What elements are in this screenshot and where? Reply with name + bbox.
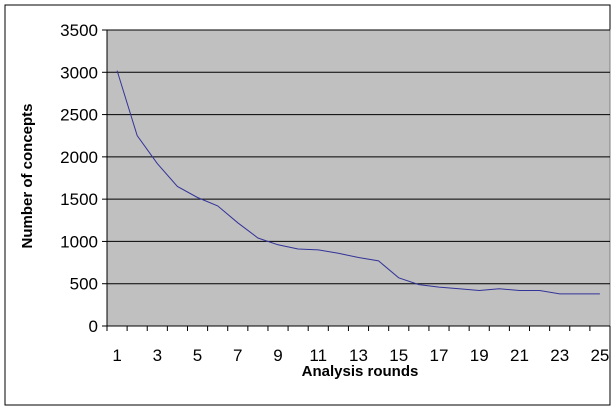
- x-tick-label: 19: [470, 346, 489, 365]
- y-tick-label: 2000: [60, 148, 98, 167]
- x-tick-label: 7: [233, 346, 242, 365]
- y-axis-ticks: 0 500 1000 1500 2000 2500 3000 3500: [60, 21, 107, 336]
- x-axis-title: Analysis rounds: [302, 363, 419, 380]
- y-tick-label: 500: [70, 275, 98, 294]
- x-tick-label: 1: [112, 346, 121, 365]
- x-tick-label: 9: [273, 346, 282, 365]
- x-axis-ticks: 1 3 5 7 9 11 13 15 17 19 21 23 25: [106, 326, 611, 365]
- y-tick-label: 1500: [60, 190, 98, 209]
- y-tick-label: 0: [89, 317, 98, 336]
- x-tick-label: 17: [430, 346, 449, 365]
- x-tick-label: 3: [153, 346, 162, 365]
- x-tick-label: 5: [193, 346, 202, 365]
- y-tick-label: 2500: [60, 106, 98, 125]
- y-tick-label: 3500: [60, 21, 98, 40]
- x-tick-label: 15: [389, 346, 408, 365]
- x-tick-label: 25: [590, 346, 609, 365]
- y-tick-label: 1000: [60, 232, 98, 251]
- x-tick-label: 11: [309, 346, 327, 365]
- gridlines: [106, 29, 610, 327]
- x-tick-label: 23: [550, 346, 569, 365]
- x-tick-label: 21: [510, 346, 529, 365]
- y-axis-title: Number of concepts: [19, 103, 36, 248]
- plot-area: [106, 29, 611, 327]
- x-tick-label: 13: [349, 346, 368, 365]
- series-line: [116, 70, 600, 295]
- y-tick-label: 3000: [60, 63, 98, 82]
